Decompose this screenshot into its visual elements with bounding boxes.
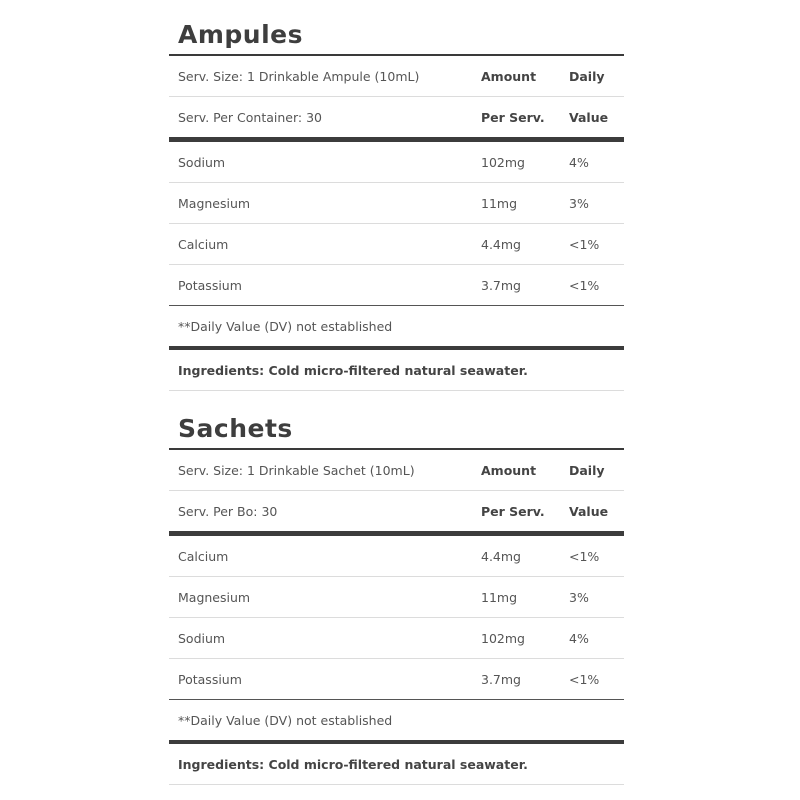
nutrient-amount: 11mg <box>481 589 518 605</box>
nutrient-row: Sodium 102mg 4% <box>169 142 624 183</box>
servings-per: Serv. Per Bo: 30 <box>178 503 278 519</box>
nutrient-row: Calcium 4.4mg <1% <box>169 536 624 577</box>
nutrient-amount: 3.7mg <box>481 277 521 293</box>
nutrient-name: Calcium <box>178 548 229 564</box>
nutrient-name: Magnesium <box>178 589 251 605</box>
nutrient-name: Magnesium <box>178 195 251 211</box>
nutrient-row: Magnesium 11mg 3% <box>169 183 624 224</box>
nutrient-name: Potassium <box>178 277 242 293</box>
amount-header: Amount <box>481 68 537 84</box>
nutrient-list: Sodium 102mg 4% Magnesium 11mg 3% Calcium 4.4mg… <box>169 142 624 306</box>
per-serv-header: Per Serv. <box>481 109 545 125</box>
nutrient-name: Potassium <box>178 671 242 687</box>
servings-per: Serv. Per Container: 30 <box>178 109 322 125</box>
nutrient-daily-value: 4% <box>569 154 589 170</box>
nutrient-amount: 3.7mg <box>481 671 521 687</box>
amount-header: Amount <box>481 462 537 478</box>
nutrient-daily-value: <1% <box>569 277 600 293</box>
nutrient-row: Calcium 4.4mg <1% <box>169 224 624 265</box>
serving-size: Serv. Size: 1 Drinkable Ampule (10mL) <box>178 68 420 84</box>
nutrient-name: Sodium <box>178 154 226 170</box>
nutrient-list: Calcium 4.4mg <1% Magnesium 11mg 3% Sodium 102m… <box>169 536 624 700</box>
nutrient-amount: 4.4mg <box>481 236 521 252</box>
daily-header: Daily <box>569 68 605 84</box>
footnote: **Daily Value (DV) not established <box>178 318 393 334</box>
ingredients: Ingredients: Cold micro-filtered natural… <box>178 362 528 378</box>
footnote-row: **Daily Value (DV) not established <box>169 700 624 740</box>
panel-title: Ampules <box>169 10 624 56</box>
value-header: Value <box>569 109 609 125</box>
divider-thick <box>169 137 624 142</box>
serving-size: Serv. Size: 1 Drinkable Sachet (10mL) <box>178 462 415 478</box>
nutrient-name: Sodium <box>178 630 226 646</box>
nutrient-row: Magnesium 11mg 3% <box>169 577 624 618</box>
ingredients-row: Ingredients: Cold micro-filtered natural… <box>169 350 624 391</box>
nutrient-amount: 102mg <box>481 154 525 170</box>
nutrient-amount: 102mg <box>481 630 525 646</box>
footnote: **Daily Value (DV) not established <box>178 712 393 728</box>
nutrient-row: Potassium 3.7mg <1% <box>169 265 624 306</box>
divider-thick <box>169 346 624 350</box>
nutrient-daily-value: <1% <box>569 548 600 564</box>
nutrition-panel: Sachets Serv. Size: 1 Drinkable Sachet (… <box>169 404 624 785</box>
panel-title: Sachets <box>169 404 624 450</box>
nutrient-daily-value: <1% <box>569 236 600 252</box>
nutrient-row: Sodium 102mg 4% <box>169 618 624 659</box>
nutrient-daily-value: 3% <box>569 589 589 605</box>
nutrient-amount: 11mg <box>481 195 518 211</box>
nutrient-amount: 4.4mg <box>481 548 521 564</box>
divider-thick <box>169 531 624 536</box>
nutrition-panel: Ampules Serv. Size: 1 Drinkable Ampule (… <box>169 10 624 391</box>
value-header: Value <box>569 503 609 519</box>
nutrient-name: Calcium <box>178 236 229 252</box>
servings-per-row: Serv. Per Container: 30 Per Serv. Value <box>169 97 624 137</box>
per-serv-header: Per Serv. <box>481 503 545 519</box>
ingredients-row: Ingredients: Cold micro-filtered natural… <box>169 744 624 785</box>
serving-size-row: Serv. Size: 1 Drinkable Ampule (10mL) Am… <box>169 56 624 97</box>
footnote-row: **Daily Value (DV) not established <box>169 306 624 346</box>
daily-header: Daily <box>569 462 605 478</box>
serving-size-row: Serv. Size: 1 Drinkable Sachet (10mL) Am… <box>169 450 624 491</box>
nutrient-daily-value: 4% <box>569 630 589 646</box>
ingredients: Ingredients: Cold micro-filtered natural… <box>178 756 528 772</box>
divider-thick <box>169 740 624 744</box>
nutrient-daily-value: 3% <box>569 195 589 211</box>
nutrient-row: Potassium 3.7mg <1% <box>169 659 624 700</box>
nutrient-daily-value: <1% <box>569 671 600 687</box>
servings-per-row: Serv. Per Bo: 30 Per Serv. Value <box>169 491 624 531</box>
